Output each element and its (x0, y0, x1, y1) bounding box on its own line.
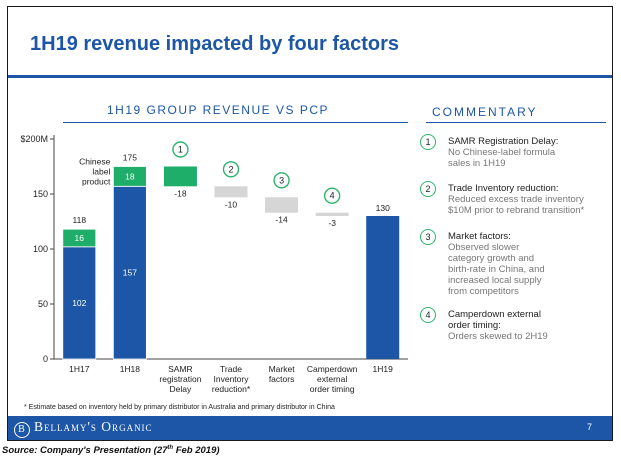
factor-badge-number: 2 (228, 164, 233, 174)
bar-total-label: 118 (73, 215, 87, 225)
bar-value-label: 157 (123, 268, 137, 278)
commentary-heading: Trade Inventory reduction: (448, 183, 559, 194)
y-tick-label: $200M (20, 134, 48, 144)
factor-badge-circle (323, 187, 341, 204)
chart-title: 1H19 GROUP REVENUE VS PCP (106, 103, 329, 117)
x-tick-label: reduction* (212, 384, 251, 394)
commentary-divider (426, 122, 606, 123)
commentary-text: $10M prior to rebrand transition* (448, 205, 585, 216)
commentary-text: category growth and (448, 253, 535, 264)
delta-bar (265, 197, 299, 213)
commentary-text: Orders skewed to 2H19 (448, 331, 548, 342)
annotation-label: Chinese (79, 156, 110, 166)
total-bar (366, 216, 400, 359)
commentary-title: COMMENTARY (432, 105, 538, 119)
footer-bar: B Bellamy's Organic 7 (8, 416, 612, 440)
x-tick-label: order timing (310, 384, 355, 394)
bar-value-label: 16 (75, 233, 85, 243)
x-tick-label: Delay (170, 384, 192, 394)
factor-badge-number: 3 (279, 175, 284, 185)
bar-segment (62, 246, 97, 360)
waterfall-chart: 0 50 100 150 $200M 1H17 1H18 SAMRregistrationDe… (20, 134, 408, 394)
chart-title-divider (63, 122, 408, 123)
y-tick-label: 50 (38, 299, 48, 309)
commentary-text: birth-rate in China, and (448, 264, 545, 275)
x-tick-label: external (317, 374, 347, 384)
y-tick-label: 150 (33, 189, 48, 199)
bar-segment (62, 228, 97, 248)
brand-logo: B Bellamy's Organic (14, 419, 153, 438)
delta-value-label: -10 (225, 199, 238, 209)
title-divider (8, 75, 612, 78)
bar-segment (112, 166, 147, 187)
delta-bar (163, 166, 197, 187)
factor-badge-circle (273, 172, 290, 189)
commentary-heading: Camperdown external (448, 309, 541, 320)
page-number: 7 (586, 422, 592, 432)
factor-badge-number: 4 (330, 191, 335, 201)
bar-value-label: 102 (72, 298, 86, 308)
x-tick-label: Trade (220, 364, 242, 374)
x-tick-label: Camperdown (307, 364, 358, 374)
bar-total-label: 130 (376, 203, 390, 213)
factor-badge-circle (172, 141, 189, 158)
page-title: 1H19 revenue impacted by four factors (30, 33, 400, 55)
annotation-label: product (82, 176, 111, 186)
commentary-number-badge: 1 (420, 134, 436, 150)
commentary-number-badge: 4 (420, 307, 436, 323)
delta-value-label: -14 (275, 215, 288, 225)
commentary-number-badge: 2 (420, 181, 436, 197)
footnote: * Estimate based on inventory held by pr… (24, 404, 335, 411)
y-tick-label: 100 (33, 244, 48, 254)
commentary-text: increased local supply (448, 275, 542, 286)
commentary-heading: Market factors: (448, 231, 511, 242)
delta-bar (214, 186, 248, 198)
x-tick-label: 1H18 (120, 364, 141, 374)
commentary-text: No Chinese-label formula (448, 147, 556, 158)
commentary-text: sales in 1H19 (448, 158, 506, 169)
x-tick-label: Inventory (214, 374, 250, 384)
slide: 1H19 revenue impacted by four factors 1H… (7, 6, 613, 441)
x-tick-label: factors (269, 374, 295, 384)
source-suffix: Feb 2019) (173, 445, 220, 457)
bar-total-label: 175 (123, 153, 137, 163)
annotation-label: label (92, 166, 110, 176)
source-prefix: Source: Company's Presentation (27 (2, 445, 168, 457)
commentary-heading: order timing: (448, 320, 501, 331)
x-tick-label: 1H17 (69, 364, 90, 374)
commentary-heading: SAMR Registration Delay: (448, 136, 559, 147)
delta-bar (315, 212, 349, 216)
factor-badge-number: 1 (178, 145, 183, 155)
source-sup: th (167, 445, 174, 451)
bar-segment (112, 185, 147, 360)
logo-mark-icon: B (14, 422, 30, 438)
x-tick-label: registration (159, 374, 201, 384)
bar-value-label: 18 (125, 171, 135, 181)
x-tick-label: 1H19 (373, 364, 394, 374)
commentary-text: Reduced excess trade inventory (448, 194, 584, 205)
source-note: Source: Company's Presentation (27th Feb… (2, 445, 220, 456)
x-tick-label: SAMR (168, 364, 193, 374)
factor-badge-circle (222, 161, 240, 178)
delta-value-label: -3 (328, 218, 336, 228)
commentary-text: from competitors (448, 286, 519, 297)
delta-value-label: -18 (174, 188, 187, 198)
brand-name: Bellamy's Organic (34, 419, 153, 434)
y-tick-label: 0 (43, 354, 48, 364)
x-tick-label: Market (269, 364, 296, 374)
commentary-text: Observed slower (448, 242, 520, 253)
commentary-number-badge: 3 (420, 229, 436, 245)
